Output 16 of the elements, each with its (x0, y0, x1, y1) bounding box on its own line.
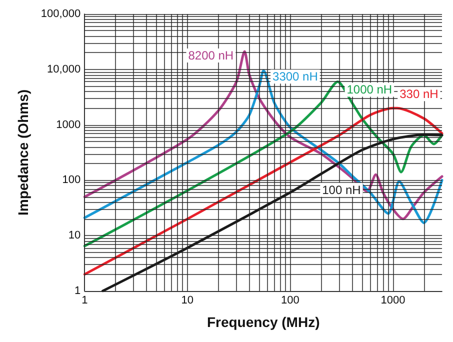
series-label: 100 nH (322, 182, 361, 197)
y-tick-label: 10,000 (47, 63, 81, 76)
y-tick-label: 1 (74, 285, 81, 297)
y-tick-label: 1000 (56, 118, 81, 131)
series-label: 330 nH (400, 87, 438, 102)
y-tick-label: 100,000 (40, 8, 81, 20)
series-label: 1000 nH (346, 82, 392, 97)
series-label: 8200 nH (188, 48, 234, 63)
y-tick-label: 100 (62, 174, 81, 186)
y-tick-label: 10 (68, 230, 81, 242)
series-label: 3300 nH (272, 70, 318, 84)
x-axis-title: Frequency (MHz) (206, 314, 320, 330)
x-tick-label: 1000 (380, 294, 406, 306)
y-axis-title: Impedance (Ohms) (15, 89, 31, 216)
x-tick-label: 100 (281, 294, 300, 306)
x-tick-label: 10 (181, 294, 194, 306)
